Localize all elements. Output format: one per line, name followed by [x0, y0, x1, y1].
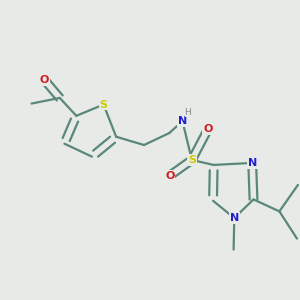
Text: N: N [178, 116, 187, 126]
Text: N: N [230, 213, 239, 223]
Text: N: N [248, 158, 257, 168]
Text: S: S [100, 100, 107, 110]
Text: O: O [40, 75, 49, 85]
Text: O: O [203, 124, 213, 134]
Text: H: H [184, 108, 191, 117]
Text: S: S [188, 155, 196, 165]
Text: O: O [165, 170, 175, 181]
